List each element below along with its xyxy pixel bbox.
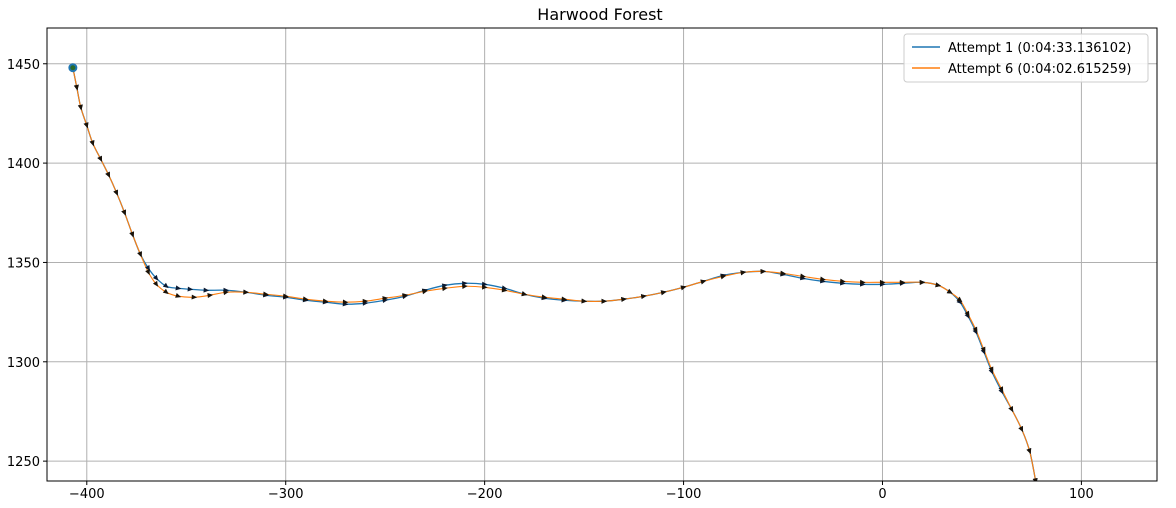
x-tick-label: −100 xyxy=(666,487,702,502)
direction-marker xyxy=(879,279,886,285)
direction-marker xyxy=(760,269,767,275)
y-tick-label: 1300 xyxy=(7,356,40,371)
direction-marker xyxy=(839,278,846,284)
chart-title: Harwood Forest xyxy=(537,5,662,24)
plot-area xyxy=(68,63,1038,481)
direction-marker xyxy=(740,270,747,276)
direction-marker xyxy=(1008,406,1014,413)
direction-marker xyxy=(73,84,79,91)
direction-marker xyxy=(362,298,369,304)
direction-marker xyxy=(541,294,548,300)
direction-marker xyxy=(919,279,926,285)
direction-marker xyxy=(946,288,953,294)
direction-marker xyxy=(601,298,607,304)
direction-marker xyxy=(83,122,89,129)
direction-marker xyxy=(137,251,142,258)
y-tick-label: 1250 xyxy=(7,455,40,470)
direction-marker xyxy=(935,282,942,288)
x-tick-label: 0 xyxy=(878,487,886,502)
direction-marker xyxy=(77,104,83,111)
direction-marker xyxy=(145,264,150,272)
axes-frame xyxy=(46,27,1158,482)
direction-marker xyxy=(780,270,787,276)
legend-label-2: Attempt 6 (0:04:02.615259) xyxy=(948,62,1131,77)
direction-marker xyxy=(402,293,409,299)
direction-marker xyxy=(105,171,111,178)
direction-marker xyxy=(152,280,159,287)
direction-marker xyxy=(129,231,135,238)
legend-box xyxy=(903,33,1149,83)
direction-marker xyxy=(121,209,126,216)
direction-marker xyxy=(521,291,528,297)
direction-marker xyxy=(660,290,667,296)
y-tick-label: 1350 xyxy=(7,256,40,271)
direction-marker xyxy=(113,189,118,196)
direction-marker xyxy=(859,279,866,285)
direction-marker xyxy=(972,326,978,333)
direction-marker xyxy=(97,155,103,162)
direction-marker xyxy=(700,279,707,285)
start-point-marker xyxy=(68,63,78,73)
direction-marker xyxy=(581,298,588,304)
direction-marker xyxy=(899,279,906,285)
direction-marker xyxy=(162,282,169,289)
direction-marker xyxy=(800,273,806,279)
direction-marker xyxy=(263,291,269,297)
y-tick-label: 1450 xyxy=(7,58,40,73)
legend: Attempt 1 (0:04:33.136102) Attempt 6 (0:0… xyxy=(903,33,1149,83)
legend-label-1: Attempt 1 (0:04:33.136102) xyxy=(948,41,1131,56)
direction-marker xyxy=(223,290,229,296)
direction-marker xyxy=(501,287,508,293)
direction-marker xyxy=(482,284,488,290)
direction-marker xyxy=(980,346,986,353)
direction-marker xyxy=(162,288,169,295)
direction-marker xyxy=(203,287,210,293)
direction-marker xyxy=(243,289,249,295)
direction-marker xyxy=(680,285,687,291)
direction-marker xyxy=(322,298,329,304)
direction-marker xyxy=(561,296,568,302)
direction-marker xyxy=(964,310,970,317)
marker-layer xyxy=(68,63,1038,481)
direction-marker xyxy=(175,285,182,291)
direction-marker xyxy=(191,294,198,300)
direction-marker xyxy=(998,386,1004,393)
y-tick-label: 1400 xyxy=(7,157,40,172)
x-tick-label: 100 xyxy=(1069,487,1094,502)
direction-marker xyxy=(1018,425,1024,433)
x-tick-label: −200 xyxy=(467,487,503,502)
direction-marker xyxy=(442,286,448,292)
direction-marker xyxy=(640,294,647,300)
direction-marker xyxy=(187,286,194,292)
x-tick-label: −400 xyxy=(69,487,105,502)
direction-marker xyxy=(342,299,349,305)
direction-marker xyxy=(621,296,627,302)
direction-marker xyxy=(819,276,826,282)
direction-marker xyxy=(175,293,182,298)
ticks: −400 −300 −200 −100 0 100 1250 1300 1350 1400 1450 xyxy=(7,58,1094,502)
direction-marker xyxy=(1026,447,1032,455)
direction-marker xyxy=(207,293,214,299)
direction-marker xyxy=(956,296,963,303)
direction-marker xyxy=(1032,478,1038,481)
direction-marker xyxy=(462,284,468,290)
direction-marker xyxy=(302,296,309,302)
direction-marker xyxy=(89,140,95,147)
direction-marker xyxy=(956,298,963,305)
direction-marker xyxy=(422,289,428,295)
direction-marker xyxy=(988,366,994,373)
direction-marker xyxy=(152,274,159,281)
direction-marker xyxy=(720,274,727,280)
direction-marker xyxy=(382,296,389,302)
direction-marker xyxy=(145,269,150,276)
x-tick-label: −300 xyxy=(268,487,304,502)
direction-marker xyxy=(282,293,289,299)
